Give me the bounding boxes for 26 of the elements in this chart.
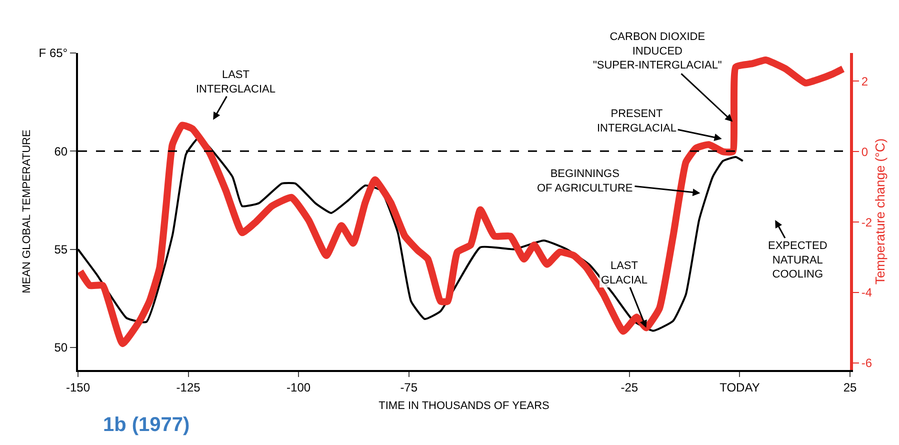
text: 1b (1977) [103, 414, 190, 436]
y2-tick-label: -6 [861, 356, 872, 370]
annotation: CARBON DIOXIDE INDUCED "SUPER-INTERGLACIAL" [593, 31, 722, 72]
x-tick-label: -25 [620, 380, 638, 394]
x-tick-label: 25 [843, 380, 857, 394]
x-tick-label: -100 [286, 380, 311, 394]
x-tick-label: -75 [400, 380, 418, 394]
y-tick-label: 50 [54, 340, 68, 355]
x-tick-label: -150 [66, 380, 90, 394]
y2-axis-title: Temperature change (°C) [872, 138, 888, 285]
annotation: LAST INTERGLACIAL [196, 69, 276, 96]
x-tick-label: TODAY [720, 380, 760, 394]
y-tick-label: 55 [54, 242, 68, 256]
y2-tick-label: -4 [861, 286, 872, 300]
y-tick-label: F 65° [38, 46, 68, 60]
y2-tick-label: -2 [861, 215, 872, 230]
annotation: LAST GLACIAL [601, 260, 648, 286]
annotation: BEGINNINGS OF AGRICULTURE [537, 168, 633, 194]
y2-tick-label: 2 [861, 74, 868, 88]
y-tick-label: 60 [54, 144, 68, 158]
y2-tick-label: 0 [861, 144, 868, 159]
annotation: EXPECTED NATURAL COOLING [768, 240, 828, 281]
annotation: PRESENT INTERGLACIAL [597, 108, 676, 134]
y-axis-title: MEAN GLOBAL TEMPERATURE [20, 130, 33, 294]
x-axis-title: TIME IN THOUSANDS OF YEARS [378, 400, 550, 412]
x-tick-label: -125 [176, 380, 201, 394]
